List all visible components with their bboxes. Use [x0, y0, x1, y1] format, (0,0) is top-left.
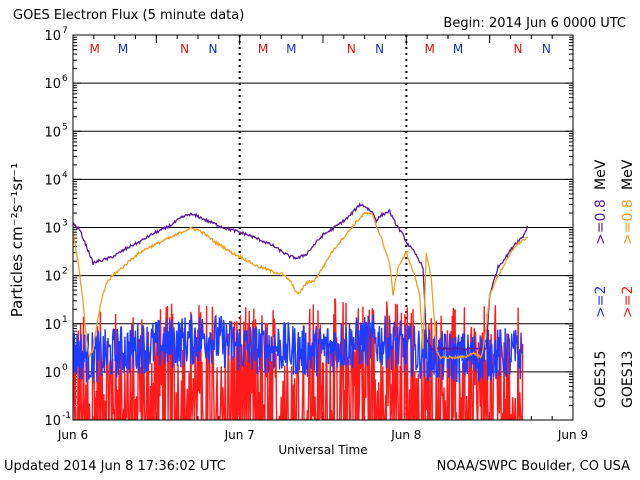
y-tick-label: 10 [44, 318, 61, 333]
orbit-marker: N [375, 42, 384, 56]
y-tick-label: 10 [44, 29, 61, 44]
y-tick-exponent: 5 [62, 122, 68, 132]
y-tick-label: 10 [44, 414, 61, 429]
x-tick-label: Jun 7 [224, 428, 255, 442]
x-tick-label: Jun 8 [390, 428, 421, 442]
x-tick-label: Jun 6 [57, 428, 88, 442]
orbit-marker: N [209, 42, 218, 56]
legend-goes13-label: GOES13 [620, 351, 636, 408]
begin-time: Begin: 2014 Jun 6 0000 UTC [443, 16, 626, 31]
y-tick-exponent: 6 [62, 74, 68, 84]
legend-goes13-ge2: >=2 [620, 286, 636, 318]
y-tick-exponent: -1 [62, 411, 71, 421]
series-line [73, 313, 524, 384]
orbit-marker: N [180, 42, 189, 56]
orbit-marker: M [286, 42, 296, 56]
orbit-marker: M [89, 42, 99, 56]
legend-goes13-ge08: >=0.8 [620, 199, 636, 245]
legend-goes13-mev: MeV [620, 159, 636, 190]
y-tick-exponent: 4 [62, 170, 68, 180]
legend-goes15-label: GOES15 [593, 351, 609, 408]
series-line [73, 202, 529, 352]
y-tick-exponent: 7 [62, 26, 68, 36]
y-tick-label: 10 [44, 366, 61, 381]
orbit-marker: M [453, 42, 463, 56]
y-tick-exponent: 0 [62, 363, 68, 373]
y-tick-label: 10 [44, 270, 61, 285]
credit: NOAA/SWPC Boulder, CO USA [436, 459, 630, 474]
legend-goes15-ge2: >=2 [593, 286, 609, 318]
series-line [73, 211, 529, 360]
legend-goes15-mev: MeV [593, 159, 609, 190]
orbit-marker: M [424, 42, 434, 56]
y-tick-label: 10 [44, 173, 61, 188]
y-tick-exponent: 1 [62, 315, 68, 325]
x-axis-title: Universal Time [278, 443, 367, 457]
chart-title: GOES Electron Flux (5 minute data) [13, 8, 245, 23]
y-tick-exponent: 3 [62, 219, 68, 229]
orbit-marker: N [542, 42, 551, 56]
series-layer [73, 202, 529, 420]
orbit-marker: N [514, 42, 523, 56]
updated-time: Updated 2014 Jun 8 17:36:02 UTC [4, 459, 226, 474]
orbit-marker: N [347, 42, 356, 56]
orbit-marker: M [118, 42, 128, 56]
orbit-marker: M [258, 42, 268, 56]
x-tick-label: Jun 9 [557, 428, 588, 442]
y-tick-label: 10 [44, 125, 61, 140]
y-tick-exponent: 2 [62, 267, 68, 277]
plot-frame [72, 34, 574, 421]
y-tick-label: 10 [44, 77, 61, 92]
y-axis-title: Particles cm⁻²s⁻¹sr⁻¹ [8, 163, 26, 317]
y-tick-label: 10 [44, 222, 61, 237]
legend-goes15-ge08: >=0.8 [593, 199, 609, 245]
